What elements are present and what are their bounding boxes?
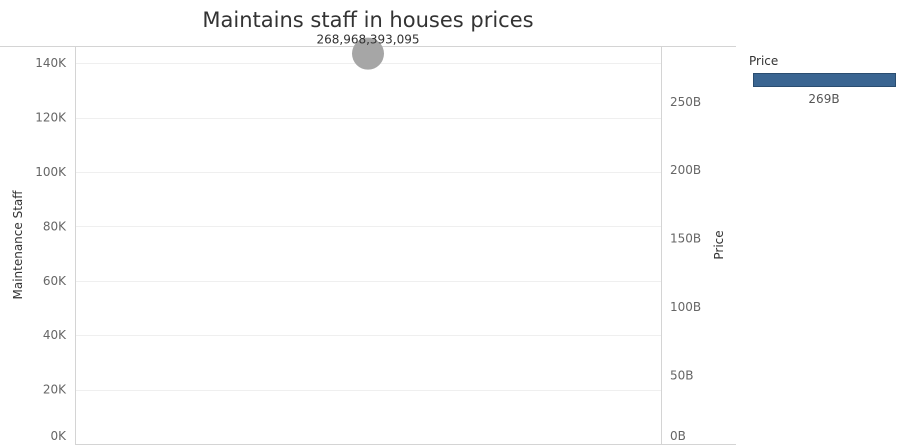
right-axis-tick-label: 250B	[670, 95, 701, 109]
left-axis-tick-label: 0K	[50, 429, 67, 443]
left-axis-tick-label: 140K	[35, 56, 67, 70]
legend: Price 269B	[749, 54, 899, 106]
left-axis-tick-label: 80K	[43, 219, 67, 233]
right-axis-tick-label: 100B	[670, 300, 701, 314]
axes	[0, 46, 736, 445]
data-points: 268,968,393,095	[316, 33, 420, 70]
left-axis-tick-label: 120K	[35, 111, 67, 125]
legend-value-label: 269B	[808, 92, 840, 106]
legend-color-bar	[753, 73, 896, 87]
left-axis-tick-label: 60K	[43, 274, 67, 288]
gridlines	[75, 63, 661, 391]
left-axis-tick-label: 40K	[43, 328, 67, 342]
data-label: 268,968,393,095	[316, 33, 419, 47]
left-axis-ticks: 0K 20K 40K 60K 80K 100K 120K 140K	[35, 56, 67, 443]
data-point	[352, 37, 384, 70]
right-axis-tick-label: 150B	[670, 232, 701, 246]
right-axis-label: Price	[712, 230, 726, 259]
right-axis-tick-label: 200B	[670, 163, 701, 177]
right-axis-ticks: 0B 50B 100B 150B 200B 250B	[670, 95, 701, 443]
legend-title: Price	[749, 54, 779, 68]
left-axis-tick-label: 20K	[43, 383, 67, 397]
right-axis-tick-label: 50B	[670, 369, 694, 383]
right-axis-tick-label: 0B	[670, 429, 686, 443]
left-axis-tick-label: 100K	[35, 165, 67, 179]
chart-title: Maintains staff in houses prices	[202, 8, 534, 32]
left-axis-label: Maintenance Staff	[11, 190, 25, 300]
